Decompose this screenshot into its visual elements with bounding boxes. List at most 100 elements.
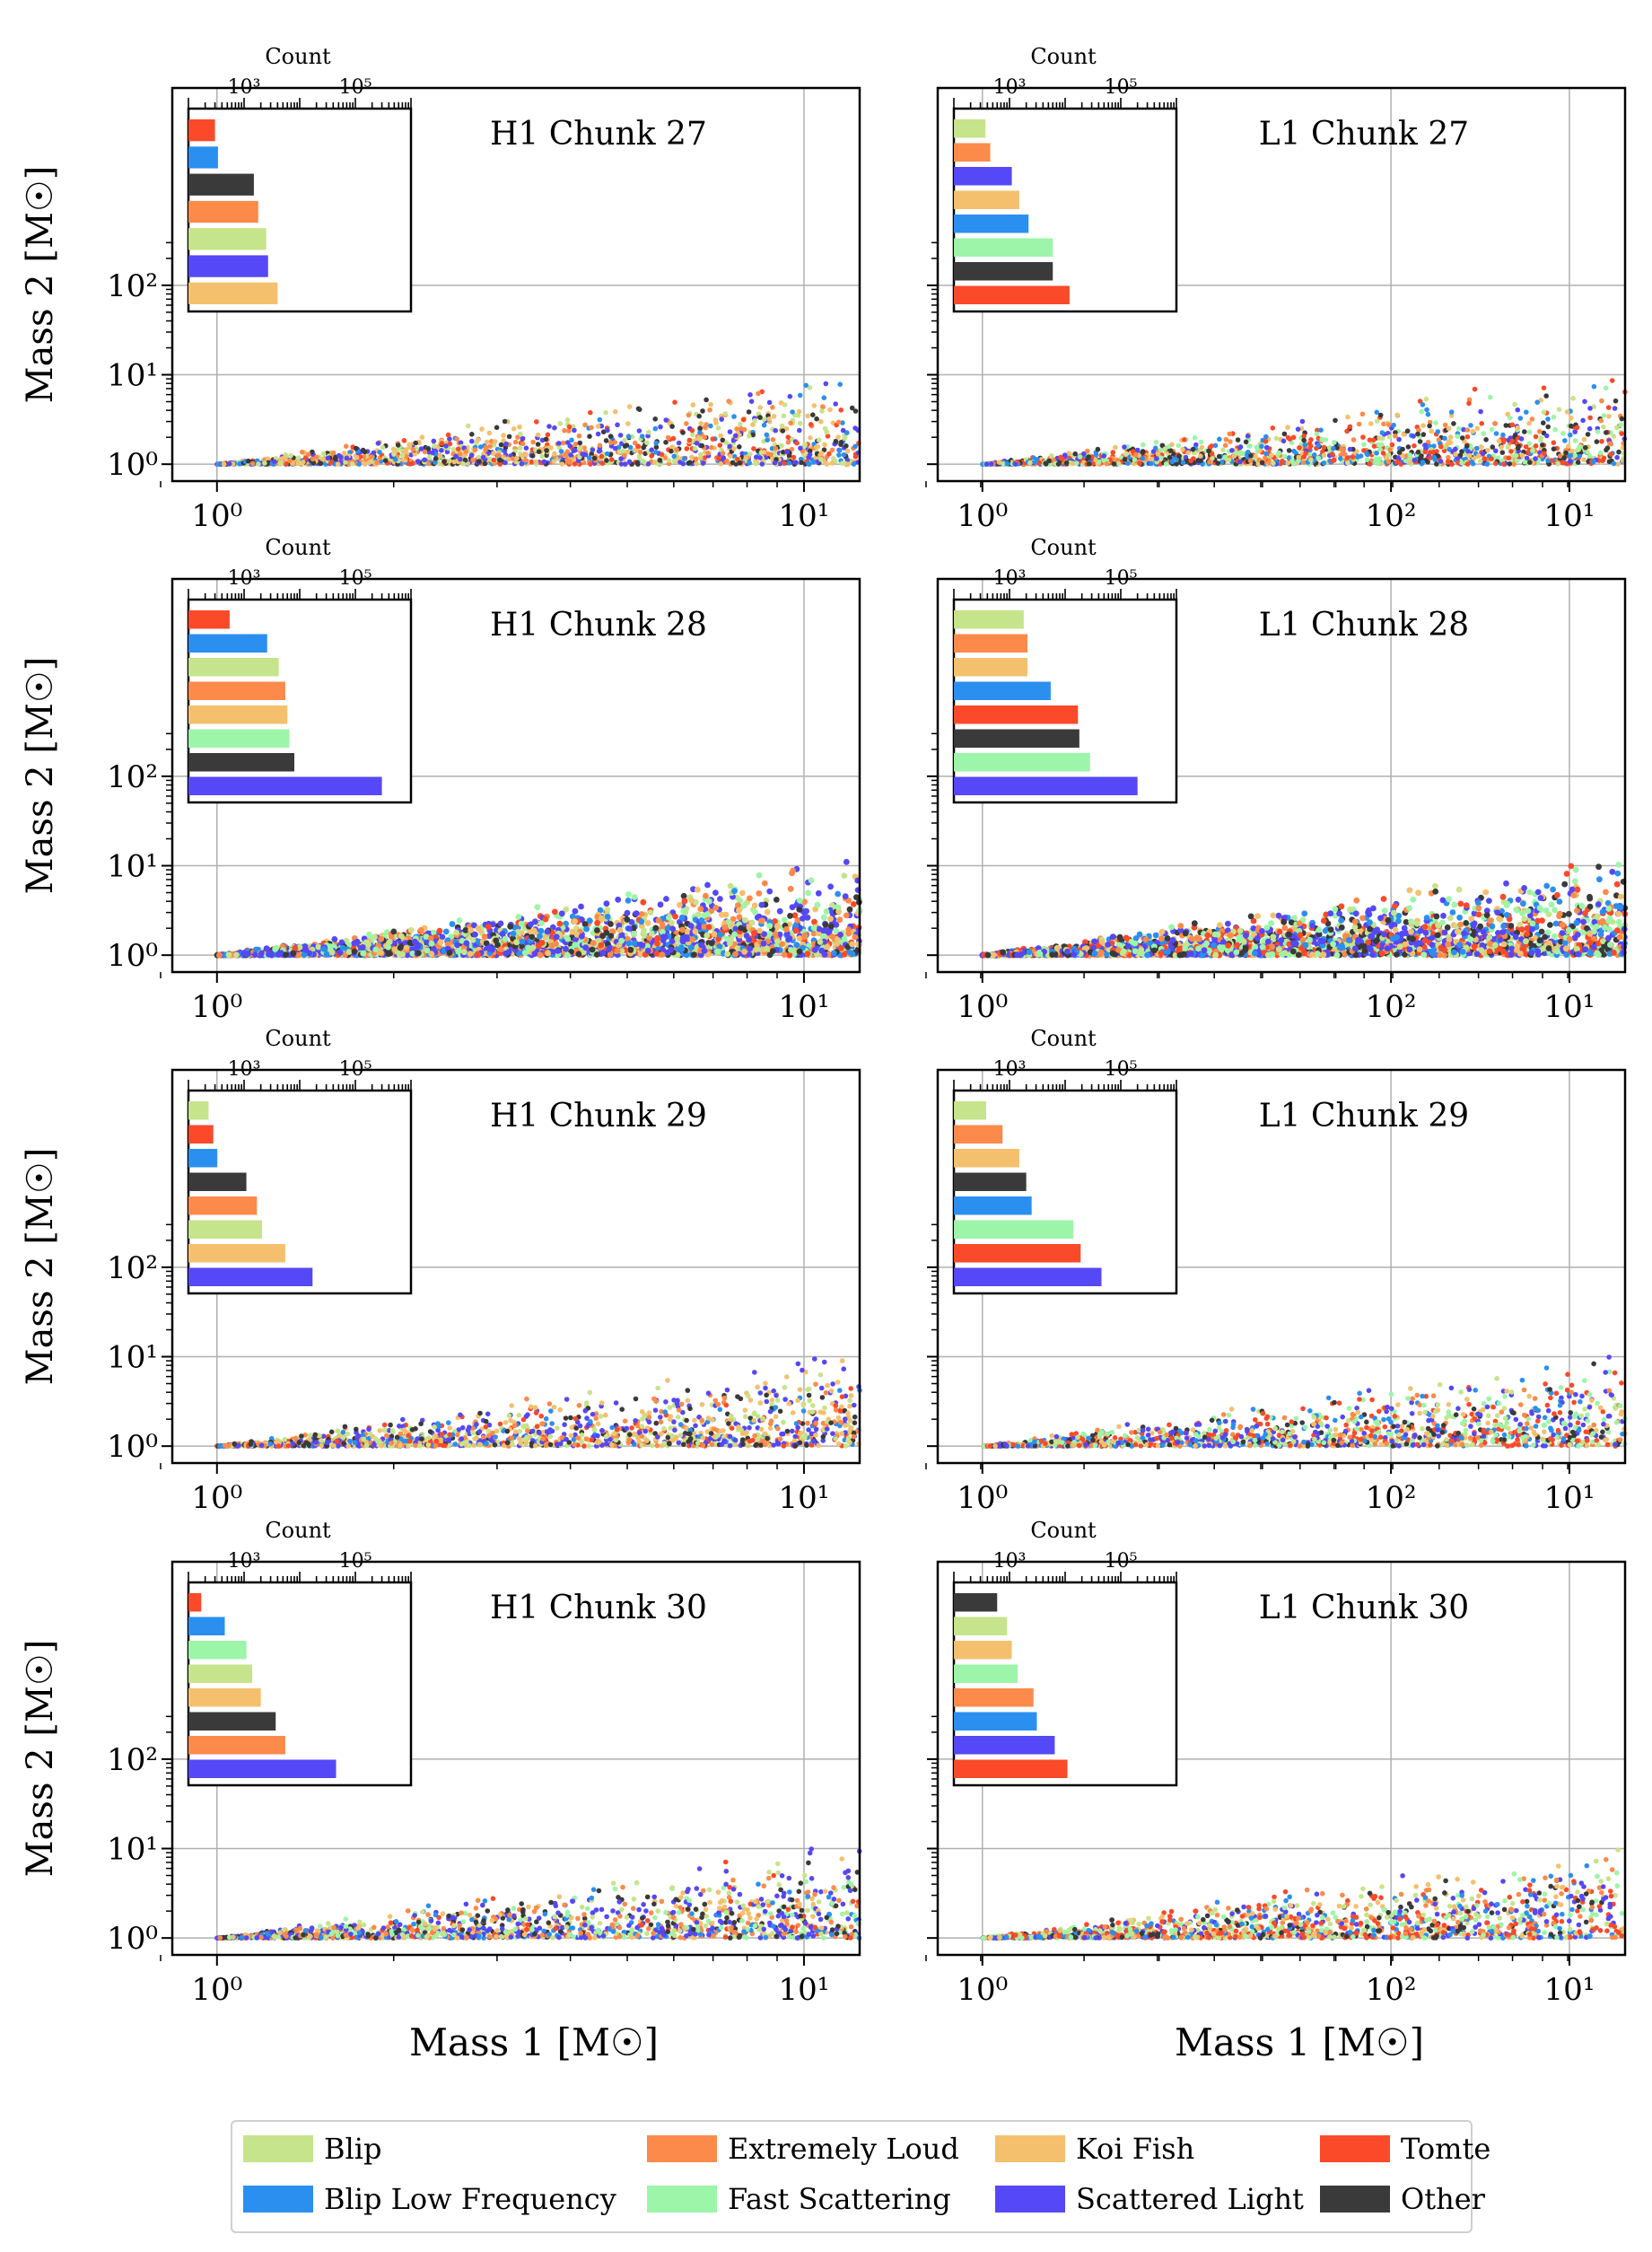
scatter-point xyxy=(395,443,401,448)
scatter-point xyxy=(690,432,695,438)
scatter-point xyxy=(756,390,761,397)
scatter-point xyxy=(341,451,347,456)
scatter-point xyxy=(362,449,368,455)
scatter-point xyxy=(556,444,563,451)
scatter-point xyxy=(850,901,857,907)
scatter-point xyxy=(615,422,620,428)
scatter-point xyxy=(731,414,737,419)
scatter-point xyxy=(704,397,709,403)
scatter-point xyxy=(1536,428,1543,434)
scatter-point xyxy=(677,460,683,465)
scatter-point xyxy=(1447,446,1452,452)
scatter-point xyxy=(634,460,640,466)
inset-bar xyxy=(188,282,278,304)
scatter-point xyxy=(422,449,428,455)
scatter-point xyxy=(1393,434,1398,439)
scatter-point xyxy=(537,933,543,940)
scatter-point xyxy=(466,423,471,429)
scatter-point xyxy=(1137,460,1142,467)
scatter-point xyxy=(463,449,468,454)
scatter-point xyxy=(1046,458,1052,464)
scatter-point xyxy=(770,405,775,410)
scatter-point xyxy=(1577,444,1582,450)
scatter-point xyxy=(518,431,523,437)
scatter-point xyxy=(1329,451,1335,457)
scatter-point xyxy=(1581,436,1587,443)
scatter-point xyxy=(1570,396,1576,401)
scatter-point xyxy=(1290,434,1297,441)
scatter-point xyxy=(1478,408,1483,415)
scatter-point xyxy=(608,457,615,462)
scatter-point xyxy=(637,449,643,455)
scatter-point xyxy=(572,427,577,434)
scatter-point xyxy=(1619,431,1624,436)
scatter-point xyxy=(458,456,463,462)
scatter-point xyxy=(746,409,752,415)
scatter-point xyxy=(669,919,675,926)
scatter-point xyxy=(1403,458,1409,464)
scatter-point xyxy=(771,414,777,419)
scatter-point xyxy=(564,449,571,455)
scatter-point xyxy=(782,460,787,466)
scatter-point xyxy=(731,446,737,451)
scatter-point xyxy=(226,461,232,467)
scatter-point xyxy=(823,908,830,915)
scatter-point xyxy=(1611,460,1617,467)
scatter-point xyxy=(787,885,794,892)
scatter-point xyxy=(1453,451,1458,457)
scatter-point xyxy=(1515,425,1521,431)
scatter-point xyxy=(1355,454,1360,460)
inset-tick-label: 10⁵ xyxy=(339,76,372,99)
inset-bar xyxy=(188,173,254,196)
scatter-point xyxy=(422,457,427,463)
scatter-point xyxy=(773,427,778,434)
scatter-point xyxy=(1517,416,1524,421)
scatter-point xyxy=(808,877,815,884)
scatter-point xyxy=(840,427,846,434)
scatter-point xyxy=(1445,459,1451,464)
scatter-point xyxy=(366,460,371,466)
scatter-point xyxy=(1560,460,1565,466)
scatter-point xyxy=(1123,451,1129,457)
scatter-point xyxy=(1387,447,1393,452)
scatter-point xyxy=(639,434,645,439)
scatter-point xyxy=(530,439,536,445)
scatter-point xyxy=(844,430,850,435)
scatter-point xyxy=(605,427,610,434)
scatter-point xyxy=(506,434,512,440)
scatter-point xyxy=(793,460,799,466)
scatter-point xyxy=(805,413,810,419)
scatter-point xyxy=(1271,460,1276,466)
scatter-point xyxy=(1153,439,1159,445)
scatter-point xyxy=(818,418,824,425)
scatter-point xyxy=(337,454,344,460)
scatter-point xyxy=(833,401,838,407)
scatter-point xyxy=(759,461,765,467)
scatter-point xyxy=(469,937,476,943)
scatter-point xyxy=(692,446,698,451)
scatter-point xyxy=(519,453,525,459)
scatter-point xyxy=(641,444,646,451)
scatter-point xyxy=(669,444,675,451)
scatter-point xyxy=(1269,452,1274,458)
scatter-point xyxy=(704,881,711,889)
scatter-point xyxy=(1396,450,1403,455)
scatter-point xyxy=(697,430,703,435)
scatter-point xyxy=(697,425,703,431)
scatter-point xyxy=(811,403,817,408)
scatter-point xyxy=(712,889,719,896)
scatter-point xyxy=(625,891,632,898)
scatter-point xyxy=(1364,457,1370,462)
scatter-point xyxy=(1394,412,1400,418)
scatter-point xyxy=(1572,452,1578,459)
scatter-point xyxy=(546,424,552,429)
scatter-point xyxy=(594,927,600,933)
scatter-point xyxy=(1315,443,1322,449)
scatter-point xyxy=(1207,459,1212,465)
scatter-point xyxy=(486,456,492,462)
scatter-point xyxy=(797,392,803,399)
scatter-point xyxy=(769,445,775,451)
scatter-point xyxy=(840,420,845,425)
scatter-point xyxy=(1447,434,1454,440)
scatter-point xyxy=(433,456,439,461)
